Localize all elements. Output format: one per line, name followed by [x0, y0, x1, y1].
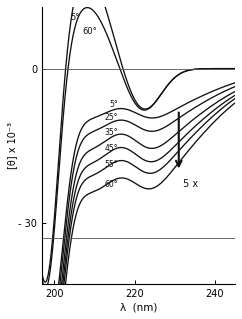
Text: 60°: 60°	[105, 180, 119, 189]
Text: 45°: 45°	[105, 144, 119, 153]
X-axis label: λ  (nm): λ (nm)	[120, 302, 157, 312]
Text: 60°: 60°	[82, 27, 97, 36]
Text: 55°: 55°	[105, 160, 119, 169]
Text: 5 x: 5 x	[183, 179, 198, 189]
Text: 35°: 35°	[105, 129, 119, 137]
Text: 25°: 25°	[105, 113, 119, 122]
Text: 5°: 5°	[70, 13, 80, 22]
Y-axis label: [θ] x 10⁻³: [θ] x 10⁻³	[7, 122, 17, 169]
Text: 5°: 5°	[110, 100, 119, 109]
